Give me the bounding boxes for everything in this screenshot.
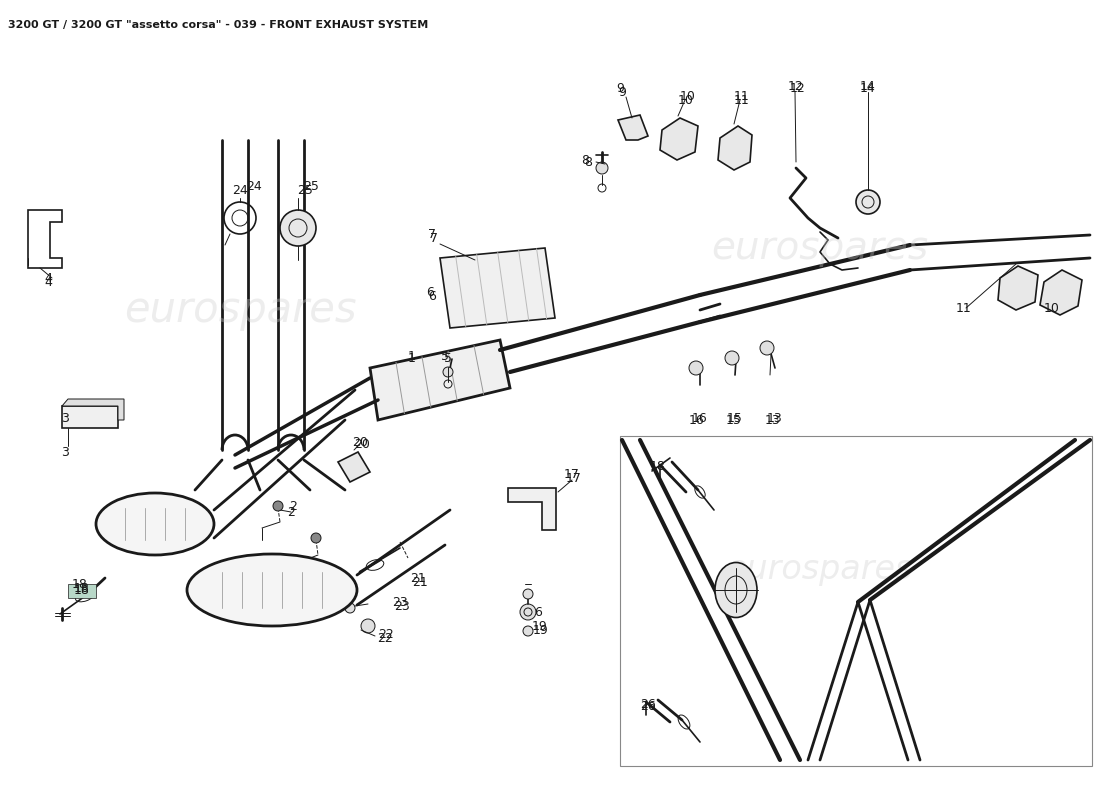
Text: 3200 GT / 3200 GT "assetto corsa" - 039 - FRONT EXHAUST SYSTEM: 3200 GT / 3200 GT "assetto corsa" - 039 … <box>8 20 428 30</box>
Circle shape <box>596 162 608 174</box>
Text: 18: 18 <box>650 459 666 473</box>
Circle shape <box>273 501 283 511</box>
Circle shape <box>856 190 880 214</box>
Text: 11: 11 <box>734 90 750 103</box>
Text: 18: 18 <box>73 578 88 590</box>
Text: 21: 21 <box>412 575 428 589</box>
Text: 11: 11 <box>734 94 750 106</box>
Text: 13: 13 <box>767 411 783 425</box>
Circle shape <box>725 351 739 365</box>
Bar <box>68 584 96 598</box>
Polygon shape <box>660 118 698 160</box>
Ellipse shape <box>187 554 358 626</box>
Ellipse shape <box>96 493 214 555</box>
Text: 15: 15 <box>726 414 741 426</box>
Bar <box>620 436 1092 766</box>
Text: 9: 9 <box>618 86 626 98</box>
Text: 2: 2 <box>287 506 295 518</box>
Circle shape <box>522 626 534 636</box>
Text: 22: 22 <box>377 631 393 645</box>
Text: 12: 12 <box>788 79 804 93</box>
Polygon shape <box>370 340 510 420</box>
Text: 7: 7 <box>428 227 436 241</box>
Text: 13: 13 <box>766 414 781 426</box>
Circle shape <box>345 603 355 613</box>
Circle shape <box>520 604 536 620</box>
Text: 11: 11 <box>956 302 972 314</box>
Text: 3: 3 <box>62 411 69 425</box>
Text: 21: 21 <box>410 571 426 585</box>
Text: 6: 6 <box>535 606 542 618</box>
Text: 25: 25 <box>297 183 312 197</box>
Text: 10: 10 <box>1044 302 1060 314</box>
Circle shape <box>280 210 316 246</box>
Text: 8: 8 <box>581 154 589 166</box>
Circle shape <box>311 533 321 543</box>
Text: 17: 17 <box>566 471 582 485</box>
Polygon shape <box>62 399 124 420</box>
Circle shape <box>522 589 534 599</box>
Text: 14: 14 <box>860 82 876 94</box>
Text: 6: 6 <box>426 286 433 299</box>
Text: 20: 20 <box>352 435 367 449</box>
Text: 4: 4 <box>44 275 52 289</box>
Text: eurospares: eurospares <box>123 289 356 331</box>
Text: 18: 18 <box>74 582 90 594</box>
Text: 3: 3 <box>62 446 69 458</box>
Text: 5: 5 <box>441 350 449 362</box>
Text: 25: 25 <box>304 179 319 193</box>
Text: 6: 6 <box>428 290 436 302</box>
Text: 20: 20 <box>354 438 370 450</box>
Text: 22: 22 <box>378 629 394 642</box>
Polygon shape <box>718 126 752 170</box>
Circle shape <box>689 361 703 375</box>
Text: 19: 19 <box>532 619 548 633</box>
Polygon shape <box>338 452 370 482</box>
Text: 23: 23 <box>392 595 408 609</box>
Polygon shape <box>508 488 556 530</box>
Text: 8: 8 <box>584 155 592 169</box>
Polygon shape <box>440 248 556 328</box>
Ellipse shape <box>715 562 757 618</box>
Text: eurospares: eurospares <box>727 554 913 586</box>
Text: eurospares: eurospares <box>712 229 928 267</box>
Text: 14: 14 <box>860 79 876 93</box>
Circle shape <box>443 367 453 377</box>
Text: 17: 17 <box>564 469 580 482</box>
Text: 1: 1 <box>408 351 416 365</box>
Text: 18: 18 <box>74 585 90 598</box>
Text: 24: 24 <box>232 183 248 197</box>
Circle shape <box>361 619 375 633</box>
Text: 1: 1 <box>408 350 416 362</box>
Polygon shape <box>1040 270 1082 315</box>
Text: 10: 10 <box>680 90 696 103</box>
Text: 7: 7 <box>430 231 438 245</box>
Text: 12: 12 <box>790 82 806 94</box>
Text: 24: 24 <box>246 179 262 193</box>
Text: 16: 16 <box>689 414 705 426</box>
Text: 19: 19 <box>534 623 549 637</box>
Text: 9: 9 <box>616 82 624 94</box>
Text: 2: 2 <box>289 499 297 513</box>
Text: 10: 10 <box>678 94 694 106</box>
Text: 16: 16 <box>692 411 708 425</box>
Polygon shape <box>62 406 118 428</box>
Polygon shape <box>998 266 1038 310</box>
Text: 5: 5 <box>444 351 452 365</box>
Text: 4: 4 <box>44 271 52 285</box>
Polygon shape <box>618 115 648 140</box>
Circle shape <box>760 341 774 355</box>
Text: 26: 26 <box>640 699 656 713</box>
Text: 23: 23 <box>394 599 410 613</box>
Text: 26: 26 <box>640 698 656 710</box>
Text: 15: 15 <box>727 411 742 425</box>
